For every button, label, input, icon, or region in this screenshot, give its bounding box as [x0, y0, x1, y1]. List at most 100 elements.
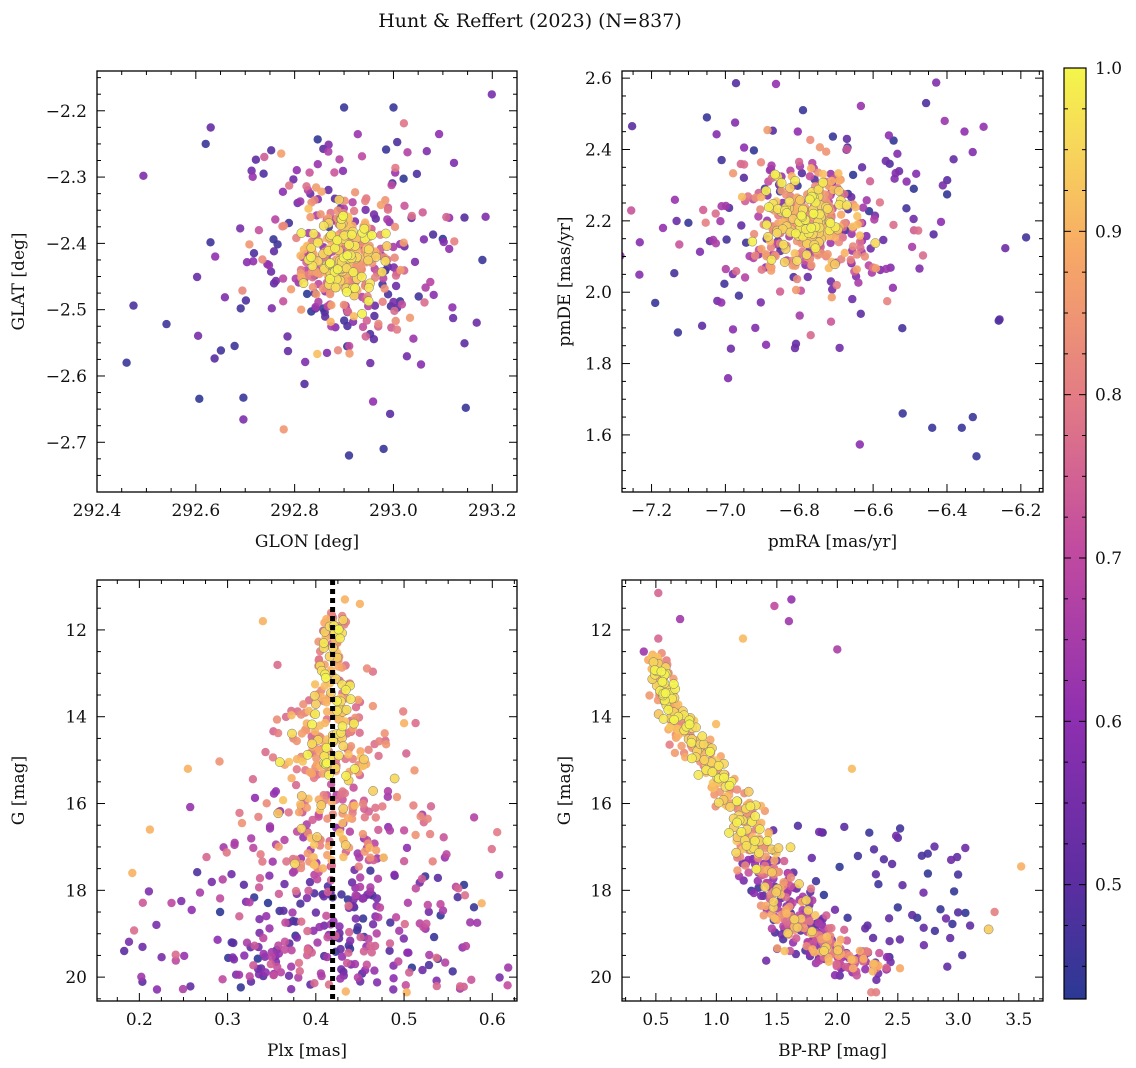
data-point	[888, 283, 898, 292]
x-axis-label: pmRA [mas/yr]	[768, 532, 897, 552]
data-point	[339, 103, 349, 112]
data-point	[355, 882, 365, 892]
data-point	[236, 304, 245, 313]
data-point	[469, 903, 479, 912]
data-point	[786, 873, 796, 882]
data-point	[856, 243, 865, 253]
x-axis-label: BP-RP [mag]	[778, 1041, 887, 1061]
data-point	[357, 308, 367, 319]
data-point	[192, 272, 202, 282]
data-point	[730, 118, 740, 127]
data-point	[359, 754, 369, 765]
data-point	[307, 738, 317, 749]
data-point	[380, 256, 391, 267]
data-point	[399, 719, 409, 728]
data-point	[918, 251, 928, 260]
data-point	[836, 210, 846, 219]
data-point	[292, 166, 301, 175]
data-point	[830, 971, 840, 980]
data-point	[195, 394, 204, 403]
x-tick-label: −6.6	[852, 501, 893, 521]
data-point	[342, 250, 353, 261]
data-point	[316, 800, 327, 811]
data-point	[258, 617, 268, 626]
data-point	[750, 811, 761, 822]
data-point	[302, 289, 312, 299]
data-point	[961, 908, 970, 918]
data-point	[416, 360, 426, 369]
data-point	[804, 194, 815, 205]
data-point	[909, 214, 918, 224]
data-point	[757, 244, 766, 254]
data-point	[340, 595, 350, 604]
data-point	[686, 737, 697, 748]
data-point	[193, 331, 203, 340]
data-point	[670, 195, 680, 204]
x-tick-label: 292.4	[73, 501, 122, 521]
data-point	[249, 249, 259, 258]
data-point	[278, 274, 288, 283]
data-point	[859, 203, 868, 212]
data-point	[259, 933, 268, 943]
data-point	[316, 969, 326, 978]
data-point	[236, 224, 245, 233]
data-point	[884, 131, 894, 140]
data-point	[828, 132, 838, 141]
data-point	[333, 624, 344, 635]
data-point	[235, 912, 244, 921]
data-point	[815, 143, 825, 152]
data-point	[806, 331, 815, 340]
data-point	[213, 935, 222, 944]
data-point	[145, 825, 155, 834]
data-point	[819, 890, 829, 900]
data-point	[434, 129, 444, 139]
x-tick-label: 2.0	[824, 1010, 851, 1030]
data-point	[309, 853, 318, 862]
axes-frame	[621, 579, 1044, 1002]
data-point	[220, 293, 230, 302]
data-point	[356, 873, 365, 882]
data-point	[731, 79, 741, 88]
y-axis-label: pmDE [mas/yr]	[555, 216, 575, 346]
data-point	[761, 340, 771, 349]
data-point	[946, 933, 955, 943]
data-point	[853, 212, 862, 221]
data-point	[282, 857, 291, 866]
data-point	[285, 181, 294, 190]
data-point	[785, 842, 796, 853]
data-point	[789, 914, 800, 925]
data-point	[840, 925, 849, 934]
data-point	[345, 349, 354, 358]
data-point	[665, 722, 675, 732]
data-point	[378, 297, 387, 306]
data-point	[375, 903, 385, 912]
data-point	[855, 231, 865, 240]
data-point	[348, 267, 359, 278]
data-point	[294, 958, 304, 968]
data-point	[822, 932, 831, 941]
data-point	[723, 374, 733, 383]
data-point	[262, 799, 271, 808]
data-point	[341, 770, 351, 781]
data-point	[979, 122, 988, 131]
data-point	[374, 751, 383, 761]
data-point	[245, 972, 254, 981]
data-point	[919, 923, 928, 932]
data-point	[332, 235, 343, 246]
data-point	[392, 325, 402, 334]
data-point	[724, 780, 735, 791]
data-point	[837, 255, 846, 264]
data-point	[393, 137, 402, 147]
data-point	[825, 218, 836, 228]
data-point	[771, 79, 781, 89]
data-point	[851, 203, 860, 212]
x-axis-label: GLON [deg]	[255, 532, 359, 552]
data-point	[810, 243, 821, 254]
data-point	[847, 764, 857, 773]
data-point	[780, 946, 789, 956]
data-point	[144, 887, 154, 896]
data-point	[460, 339, 469, 348]
data-point	[705, 746, 715, 757]
x-axis-label: Plx [mas]	[267, 1041, 347, 1061]
data-point	[364, 745, 373, 754]
